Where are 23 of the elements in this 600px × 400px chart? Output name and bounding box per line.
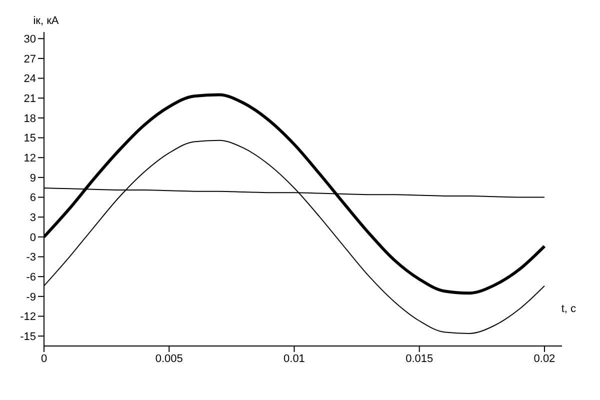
x-tick-label: 0.005 <box>155 352 183 365</box>
y-tick-label: 21 <box>24 93 36 106</box>
x-tick-label: 0.01 <box>284 352 305 365</box>
x-tick-label: 0.02 <box>534 352 556 365</box>
y-tick-label: 12 <box>24 152 36 165</box>
y-tick-label: 6 <box>30 192 36 204</box>
y-tick-label: 3 <box>30 212 36 224</box>
y-tick-label: 27 <box>24 53 36 66</box>
y-tick-label: -15 <box>20 330 36 343</box>
y-tick-label: 0 <box>30 232 36 244</box>
y-tick-label: 18 <box>24 112 36 125</box>
y-tick-label: 24 <box>24 73 36 86</box>
y-tick-label: 30 <box>24 34 36 46</box>
y-tick-label: -3 <box>26 252 36 264</box>
x-axis-title: t, с <box>561 302 576 315</box>
x-tick-label: 0.015 <box>406 352 434 365</box>
y-tick-label: 9 <box>30 172 36 184</box>
y-tick-label: 15 <box>24 132 36 145</box>
y-axis-title: iк, кА <box>33 15 60 27</box>
y-tick-label: -12 <box>20 311 36 324</box>
y-tick-label: -9 <box>26 291 36 304</box>
y-tick-label: -6 <box>26 271 36 284</box>
x-tick-label: 0 <box>40 352 48 365</box>
